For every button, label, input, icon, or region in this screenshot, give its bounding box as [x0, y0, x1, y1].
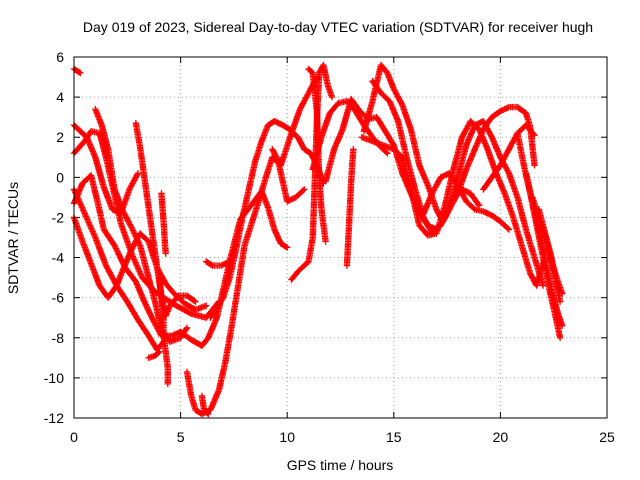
y-tick-label: -2 — [52, 209, 65, 225]
y-axis-label: SDTVAR / TECUs — [5, 182, 21, 294]
data-series — [70, 61, 566, 418]
y-tick-label: -12 — [44, 410, 64, 426]
axis-ticks: 0 5 10 15 20 25 -12 -10 -8 -6 -4 -2 0 2 4 6 — [44, 49, 615, 445]
y-tick-label: -4 — [52, 250, 65, 266]
series-arc-j — [156, 274, 171, 388]
series-arc-r — [269, 73, 321, 169]
series-arc-k — [158, 190, 169, 257]
series-arc-y — [420, 170, 513, 233]
x-tick-label: 0 — [70, 429, 78, 445]
x-tick-label: 15 — [386, 429, 402, 445]
plus-markers — [198, 392, 212, 418]
series-arc-a — [70, 65, 84, 77]
y-tick-label: 6 — [56, 49, 64, 65]
series-arc-n — [202, 258, 233, 269]
plus-markers — [343, 146, 357, 269]
series-arc-w — [369, 77, 547, 289]
chart-title: Day 019 of 2023, Sidereal Day-to-day VTE… — [83, 19, 593, 35]
x-tick-label: 25 — [599, 429, 615, 445]
plus-markers — [156, 274, 171, 388]
y-tick-label: 4 — [56, 89, 64, 105]
series-arc-o — [207, 118, 327, 321]
y-tick-label: 2 — [56, 129, 64, 145]
x-tick-label: 5 — [177, 429, 185, 445]
series-arc-z — [480, 122, 538, 193]
plus-markers — [420, 170, 513, 233]
series-arc-i — [145, 348, 163, 362]
series-arc-l — [183, 154, 308, 418]
y-tick-label: -6 — [52, 290, 65, 306]
y-tick-label: -8 — [52, 330, 65, 346]
plus-markers — [202, 258, 233, 269]
x-axis-label: GPS time / hours — [287, 457, 394, 473]
series-arc-m — [198, 392, 212, 418]
x-tick-label: 20 — [493, 429, 509, 445]
plus-markers — [480, 122, 538, 193]
y-tick-label: 0 — [56, 169, 64, 185]
plus-markers — [269, 73, 321, 169]
x-tick-label: 10 — [279, 429, 295, 445]
plus-markers — [158, 190, 169, 257]
plus-markers — [183, 154, 308, 418]
series-arc-u — [343, 146, 357, 269]
y-tick-label: -10 — [44, 370, 64, 386]
plus-markers — [207, 118, 327, 321]
plus-markers — [145, 348, 163, 362]
plot-frame — [73, 56, 608, 419]
plus-markers — [70, 65, 84, 77]
series-arc-ad — [535, 206, 564, 305]
plus-markers — [535, 206, 564, 305]
plus-markers — [369, 77, 547, 289]
